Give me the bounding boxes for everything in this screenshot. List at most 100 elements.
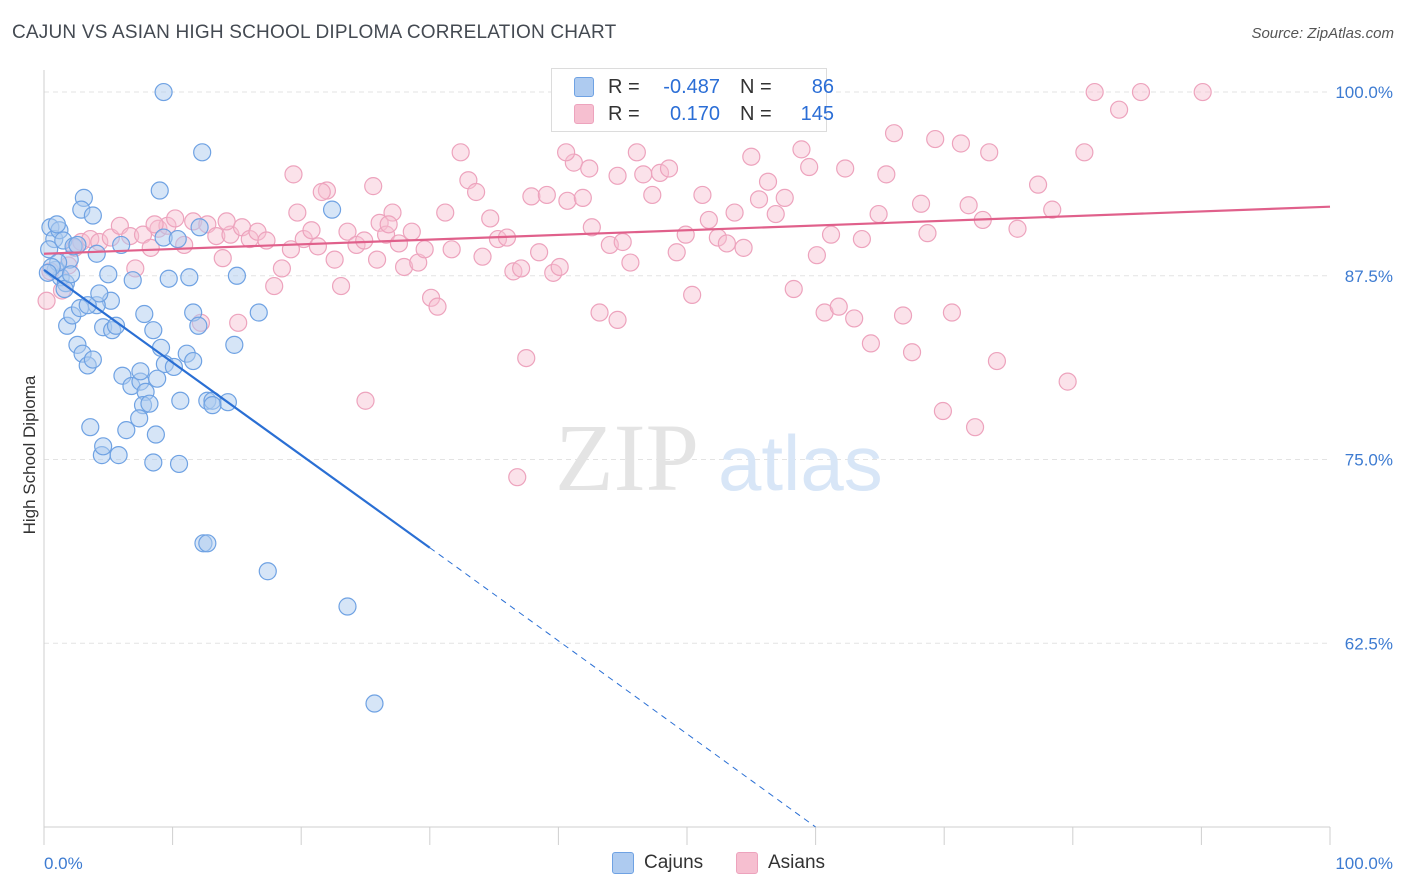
- cajun-point: [90, 284, 109, 303]
- asian-point: [379, 215, 398, 234]
- asian-point: [951, 134, 971, 153]
- r-label: R =: [608, 102, 640, 125]
- cajun-point: [189, 316, 208, 335]
- cajun-point: [159, 269, 178, 288]
- asian-point: [466, 182, 486, 202]
- cajun-point: [169, 454, 189, 474]
- watermark-zip: ZIP: [555, 404, 699, 511]
- asian-point: [488, 229, 508, 249]
- asian-point: [869, 204, 888, 224]
- cajun-point: [180, 268, 199, 287]
- x-tick-label: 100.0%: [1335, 854, 1393, 873]
- asian-point: [338, 222, 357, 241]
- asian-point: [1109, 100, 1129, 119]
- asian-point: [717, 234, 736, 253]
- asian-point: [272, 259, 292, 278]
- asian-point: [821, 225, 841, 244]
- cajun-point: [144, 453, 163, 472]
- cajun-point: [322, 200, 342, 219]
- legend-row-asians: R = 0.170 N = 145: [574, 100, 834, 128]
- cajun-points: [38, 82, 384, 713]
- asian-trendline: [43, 205, 1331, 255]
- cajun-point: [171, 391, 190, 410]
- asian-point: [926, 129, 945, 149]
- cajuns-swatch: [574, 77, 594, 97]
- series-legend: Cajuns Asians: [0, 852, 1406, 878]
- asian-point: [376, 225, 396, 244]
- asian-point: [145, 215, 164, 234]
- asian-point: [590, 303, 609, 322]
- cajun-point: [131, 362, 150, 381]
- r-label: R =: [608, 75, 640, 98]
- cajun-point: [123, 271, 142, 290]
- asian-point: [1028, 175, 1048, 194]
- asians-swatch: [574, 104, 594, 124]
- asian-point: [522, 187, 541, 206]
- asian-point: [621, 253, 640, 272]
- cajun-point: [148, 369, 167, 388]
- cajun-point: [258, 562, 277, 581]
- cajun-point: [68, 235, 87, 255]
- asian-point: [800, 157, 819, 177]
- trendlines: [43, 205, 1331, 828]
- asian-point: [530, 243, 549, 262]
- cajun-point: [61, 265, 81, 284]
- cajun-trendline-extension: [429, 547, 816, 828]
- asian-point: [207, 226, 226, 246]
- asian-point: [877, 165, 896, 184]
- asian-point: [965, 418, 985, 437]
- asian-point: [442, 240, 461, 259]
- cajun-point: [249, 303, 268, 322]
- asian-point: [627, 143, 646, 162]
- asian-point: [229, 313, 248, 332]
- asian-point: [959, 196, 978, 215]
- asian-point: [1075, 143, 1094, 162]
- cajun-point: [83, 350, 102, 369]
- asian-point: [784, 279, 803, 299]
- legend-item-asians[interactable]: Asians: [736, 852, 825, 874]
- cajun-point: [365, 694, 384, 713]
- r-value: -0.487: [663, 75, 720, 98]
- asian-point: [557, 143, 576, 162]
- asian-point: [288, 203, 307, 222]
- asian-point: [355, 231, 374, 250]
- asian-point: [902, 343, 922, 362]
- asian-point: [918, 224, 937, 243]
- cajun-point: [198, 534, 217, 553]
- cajun-point: [154, 82, 173, 102]
- n-label: N =: [740, 75, 772, 98]
- cajun-point: [83, 206, 102, 225]
- asian-point: [758, 172, 778, 191]
- asian-point: [512, 259, 531, 278]
- asian-point: [650, 163, 670, 182]
- cajun-point: [146, 425, 165, 444]
- cajun-point: [106, 316, 126, 335]
- asian-point: [1193, 82, 1212, 102]
- cajun-point: [47, 215, 66, 234]
- cajun-point: [112, 235, 131, 255]
- asian-point: [284, 165, 303, 184]
- n-value: 86: [811, 75, 834, 98]
- asian-point: [364, 177, 383, 196]
- asian-point: [481, 209, 500, 228]
- asian-point: [582, 218, 601, 237]
- asian-point: [1058, 372, 1077, 391]
- asian-point: [558, 191, 577, 210]
- y-tick-label: 87.5%: [1345, 267, 1393, 286]
- correlation-legend: R = -0.487 N = 86 R = 0.170 N = 145: [551, 68, 834, 132]
- cajun-trendline: [43, 269, 431, 549]
- asian-point: [749, 190, 769, 209]
- legend-item-cajuns[interactable]: Cajuns: [612, 852, 703, 874]
- asian-point: [980, 143, 999, 162]
- asian-point: [683, 285, 702, 304]
- cajun-point: [164, 357, 183, 377]
- asian-point: [852, 229, 871, 249]
- asian-point: [933, 401, 953, 421]
- asian-point: [217, 212, 236, 231]
- asians-legend-swatch: [736, 852, 758, 874]
- asian-point: [389, 234, 409, 253]
- asian-point: [312, 182, 331, 202]
- asian-point: [987, 351, 1007, 371]
- legend-row-cajuns: R = -0.487 N = 86: [574, 73, 834, 101]
